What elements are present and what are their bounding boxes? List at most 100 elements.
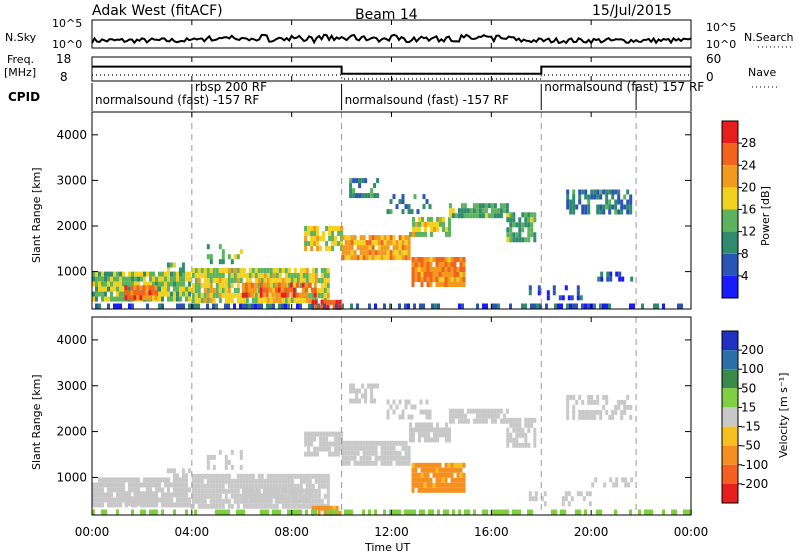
data-cell	[587, 394, 591, 400]
data-cell	[521, 432, 525, 438]
data-cell	[287, 283, 291, 288]
data-cell	[444, 467, 448, 473]
data-cell	[287, 278, 291, 283]
data-cell	[175, 473, 179, 479]
data-cell	[230, 273, 234, 278]
data-cell	[310, 226, 314, 231]
data-cell	[316, 241, 320, 246]
data-cell	[277, 287, 281, 293]
cpid-label: CPID	[8, 90, 40, 104]
data-cell	[131, 281, 134, 287]
data-cell	[427, 216, 430, 222]
data-cell	[233, 268, 237, 273]
data-cell	[302, 273, 306, 278]
data-cell	[373, 183, 377, 189]
data-cell	[284, 483, 288, 489]
data-cell	[314, 505, 318, 511]
data-cell	[623, 194, 627, 200]
data-cell	[313, 292, 317, 298]
data-cell	[104, 271, 107, 277]
data-cell	[530, 212, 534, 218]
data-cell	[259, 493, 263, 499]
data-cell	[281, 298, 285, 303]
data-cell	[414, 277, 418, 282]
data-cell	[575, 303, 578, 309]
data-cell	[212, 268, 216, 273]
data-cell	[447, 272, 451, 277]
data-cell	[209, 273, 213, 278]
data-cell	[518, 442, 522, 448]
data-cell	[227, 303, 230, 309]
data-cell	[242, 268, 246, 273]
data-cell	[612, 482, 616, 488]
data-cell	[274, 292, 278, 298]
data-cell	[140, 482, 143, 488]
data-cell	[227, 278, 231, 283]
data-cell	[444, 257, 448, 262]
data-cell	[194, 298, 198, 303]
data-cell	[200, 498, 204, 504]
data-cell	[197, 293, 201, 298]
data-cell	[221, 254, 225, 260]
data-cell	[224, 283, 228, 288]
data-cell	[124, 285, 128, 291]
data-cell	[614, 509, 617, 515]
data-cell	[623, 204, 627, 210]
data-cell	[426, 262, 430, 267]
data-cell	[484, 208, 488, 214]
data-cell	[212, 454, 216, 460]
data-cell	[602, 404, 606, 410]
data-cell	[206, 493, 210, 499]
data-cell	[521, 237, 525, 243]
data-cell	[581, 409, 585, 415]
data-cell	[212, 503, 216, 509]
data-cell	[456, 257, 460, 262]
data-cell	[407, 399, 411, 405]
data-cell	[413, 303, 416, 309]
data-cell	[502, 208, 506, 214]
data-cell	[456, 277, 460, 282]
data-cell	[347, 250, 351, 256]
velocity-colorbar-swatch	[722, 388, 738, 408]
data-cell	[116, 477, 119, 483]
data-cell	[476, 303, 479, 309]
data-cell	[368, 445, 372, 451]
data-cell	[298, 498, 302, 504]
data-cell	[425, 414, 429, 420]
data-cell	[341, 440, 345, 446]
data-cell	[561, 501, 565, 507]
data-cell	[389, 460, 393, 466]
data-cell	[368, 303, 371, 309]
power-colorbar-tick-label: 24	[741, 158, 756, 172]
data-cell	[401, 245, 405, 251]
data-cell	[527, 227, 531, 233]
data-cell	[630, 477, 634, 483]
data-cell	[438, 482, 442, 488]
data-cell	[620, 409, 624, 415]
data-cell	[236, 503, 240, 509]
data-cell	[314, 509, 317, 515]
data-cell	[448, 203, 452, 209]
data-cell	[242, 298, 246, 303]
data-cell	[439, 216, 442, 222]
data-cell	[413, 509, 416, 515]
data-cell	[314, 493, 318, 499]
data-cell	[605, 409, 609, 415]
data-cell	[176, 271, 179, 277]
data-cell	[203, 503, 207, 509]
data-cell	[328, 441, 332, 447]
data-cell	[441, 467, 445, 473]
data-cell	[262, 493, 266, 499]
data-cell	[151, 501, 155, 507]
data-cell	[191, 288, 195, 293]
data-cell	[427, 427, 430, 433]
nsearch-tick-top: 10^5	[706, 21, 736, 34]
data-cell	[167, 296, 170, 302]
data-cell	[104, 296, 107, 302]
data-cell	[368, 250, 372, 256]
data-cell	[239, 293, 243, 298]
data-cell	[194, 283, 198, 288]
data-cell	[373, 383, 377, 389]
data-cell	[218, 259, 222, 265]
data-cell	[173, 492, 176, 498]
